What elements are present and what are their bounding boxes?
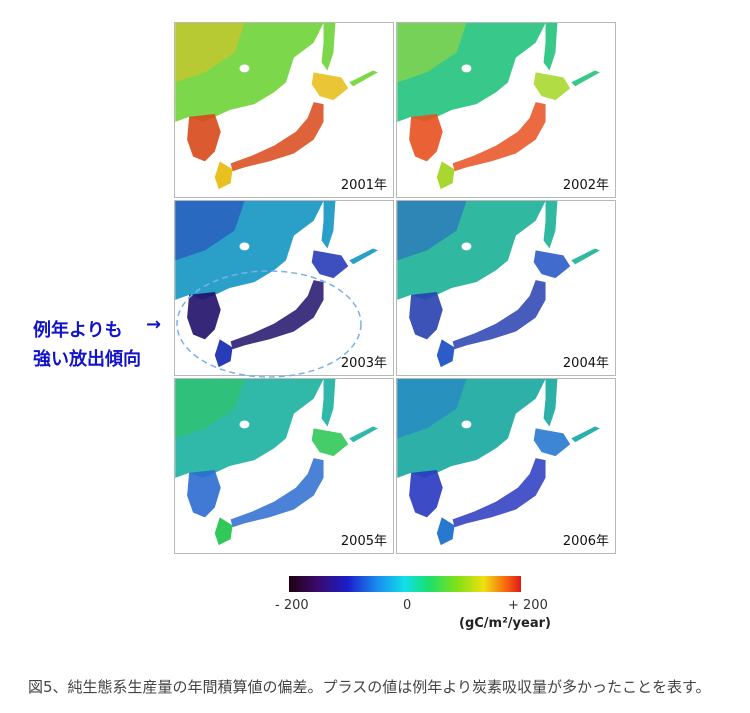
panel-year-label: 2005年 bbox=[340, 530, 387, 549]
kurils-shape bbox=[349, 248, 378, 265]
map-panel: 2004年 bbox=[396, 200, 616, 376]
korea-shape bbox=[409, 113, 443, 162]
sakhalin-shape bbox=[321, 379, 336, 427]
lake-shape bbox=[239, 64, 250, 73]
honshu-shape bbox=[452, 280, 546, 350]
panel-year-label: 2006年 bbox=[562, 530, 609, 549]
mainland-shading bbox=[397, 23, 467, 83]
map-image bbox=[397, 23, 600, 190]
panel-year-label: 2002年 bbox=[562, 174, 609, 193]
lake-shape bbox=[461, 64, 472, 73]
hokkaido-shape bbox=[533, 428, 571, 457]
map-panel: 2001年 bbox=[174, 22, 394, 198]
sakhalin-shape bbox=[321, 201, 336, 249]
colorbar-unit: (gC/m²/year) bbox=[459, 616, 551, 631]
korea-shape bbox=[187, 469, 221, 518]
panel-year-label: 2001年 bbox=[340, 174, 387, 193]
hokkaido-shape bbox=[311, 72, 349, 101]
honshu-shape bbox=[230, 458, 324, 528]
korea-shape bbox=[409, 291, 443, 340]
map-image bbox=[175, 201, 378, 368]
map-image bbox=[175, 23, 378, 190]
sakhalin-shape bbox=[543, 201, 558, 249]
kurils-shape bbox=[571, 426, 600, 443]
lake-shape bbox=[239, 242, 250, 251]
hokkaido-shape bbox=[533, 250, 571, 279]
kurils-shape bbox=[571, 70, 600, 87]
sakhalin-shape bbox=[543, 379, 558, 427]
lake-shape bbox=[461, 420, 472, 429]
mainland-shading bbox=[175, 23, 245, 83]
annotation-arrow: → bbox=[146, 314, 162, 335]
map-panel: 2005年 bbox=[174, 378, 394, 554]
panel-year-label: 2004年 bbox=[562, 352, 609, 371]
honshu-shape bbox=[230, 102, 324, 172]
colorbar-min-label: - 200 bbox=[275, 598, 309, 613]
map-panel: 2006年 bbox=[396, 378, 616, 554]
kurils-shape bbox=[349, 426, 378, 443]
kurils-shape bbox=[571, 248, 600, 265]
hokkaido-shape bbox=[311, 250, 349, 279]
mainland-shading bbox=[397, 379, 467, 439]
map-image bbox=[175, 379, 378, 546]
honshu-shape bbox=[452, 458, 546, 528]
highlight-ellipse bbox=[176, 270, 362, 378]
panel-year-label: 2003年 bbox=[340, 352, 387, 371]
kyushu-shape bbox=[436, 517, 455, 546]
honshu-shape bbox=[452, 102, 546, 172]
figure-caption: 図5、純生態系生産量の年間積算値の偏差。プラスの値は例年より炭素吸収量が多かった… bbox=[28, 678, 711, 696]
kyushu-shape bbox=[436, 161, 455, 190]
map-image bbox=[397, 379, 600, 546]
sakhalin-shape bbox=[321, 23, 336, 71]
map-image bbox=[397, 201, 600, 368]
hokkaido-shape bbox=[311, 428, 349, 457]
mainland-shading bbox=[397, 201, 467, 261]
lake-shape bbox=[239, 420, 250, 429]
korea-shape bbox=[187, 113, 221, 162]
kyushu-shape bbox=[214, 161, 233, 190]
hokkaido-shape bbox=[533, 72, 571, 101]
map-panel: 2003年 bbox=[174, 200, 394, 376]
kyushu-shape bbox=[214, 339, 233, 368]
kyushu-shape bbox=[436, 339, 455, 368]
colorbar-mid-label: 0 bbox=[403, 598, 412, 613]
korea-shape bbox=[187, 291, 221, 340]
lake-shape bbox=[461, 242, 472, 251]
mainland-shading bbox=[175, 201, 245, 261]
annotation-line-2: 強い放出傾向 bbox=[33, 349, 141, 370]
colorbar bbox=[289, 576, 521, 592]
map-panel: 2002年 bbox=[396, 22, 616, 198]
kyushu-shape bbox=[214, 517, 233, 546]
korea-shape bbox=[409, 469, 443, 518]
kurils-shape bbox=[349, 70, 378, 87]
honshu-shape bbox=[230, 280, 324, 350]
colorbar-max-label: + 200 bbox=[508, 598, 548, 613]
sakhalin-shape bbox=[543, 23, 558, 71]
annotation-line-1: 例年よりも bbox=[33, 320, 123, 341]
mainland-shading bbox=[175, 379, 245, 439]
